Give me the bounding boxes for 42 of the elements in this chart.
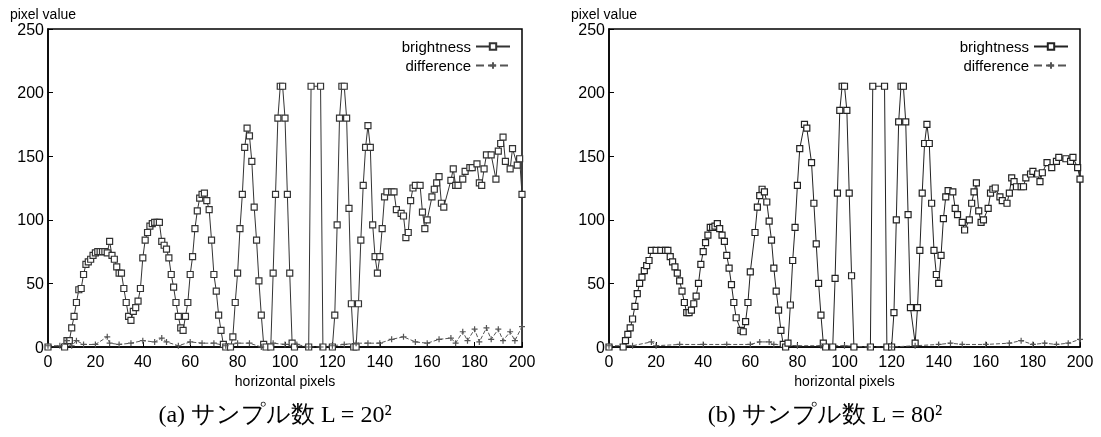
y-tick-label: 50 [587,274,606,292]
y-tick-label: 150 [17,147,45,165]
x-tick-label: 200 [508,352,536,370]
x-tick-label: 100 [831,352,858,370]
x-tick-label: 180 [1019,352,1047,370]
x-tick-label: 80 [788,352,807,370]
y-tick-label: 100 [17,211,45,229]
x-tick-label: 140 [366,352,394,370]
y-tick-label: 0 [596,338,606,356]
y-tick-label: 150 [578,147,606,165]
x-tick-label: 160 [413,352,441,370]
x-tick-label: 180 [461,352,489,370]
x-tick-label: 60 [181,352,200,370]
x-tick-label: 100 [271,352,299,370]
x-tick-label: 40 [694,352,713,370]
y-tick-label: 200 [578,84,606,102]
y-axis-title: pixel value [570,6,638,23]
x-axis-title: horizontal pixels [794,372,895,389]
legend-label: difference [963,57,1029,74]
legend-label: brightness [401,38,471,55]
y-tick-label: 0 [35,338,45,356]
text: (a) サンプル数 L = 20² [158,401,392,427]
x-tick-label: 20 [647,352,666,370]
x-tick-label: 140 [925,352,953,370]
legend-label: brightness [959,38,1029,55]
y-tick-label: 250 [578,20,606,38]
x-tick-label: 20 [86,352,105,370]
legend-label: difference [405,57,471,74]
y-tick-label: 200 [17,84,45,102]
x-tick-label: 160 [972,352,1000,370]
y-tick-label: 250 [17,20,45,38]
text: (b) サンプル数 L = 80² [707,401,943,427]
x-tick-label: 40 [133,352,152,370]
x-axis-title: horizontal pixels [234,372,336,389]
x-tick-label: 120 [319,352,346,370]
x-tick-label: 120 [878,352,906,370]
y-axis-title: pixel value [9,6,77,23]
y-tick-label: 50 [26,274,45,292]
x-tick-label: 60 [741,352,760,370]
x-tick-label: 200 [1066,352,1094,370]
y-tick-label: 100 [578,211,606,229]
x-tick-label: 80 [228,352,247,370]
